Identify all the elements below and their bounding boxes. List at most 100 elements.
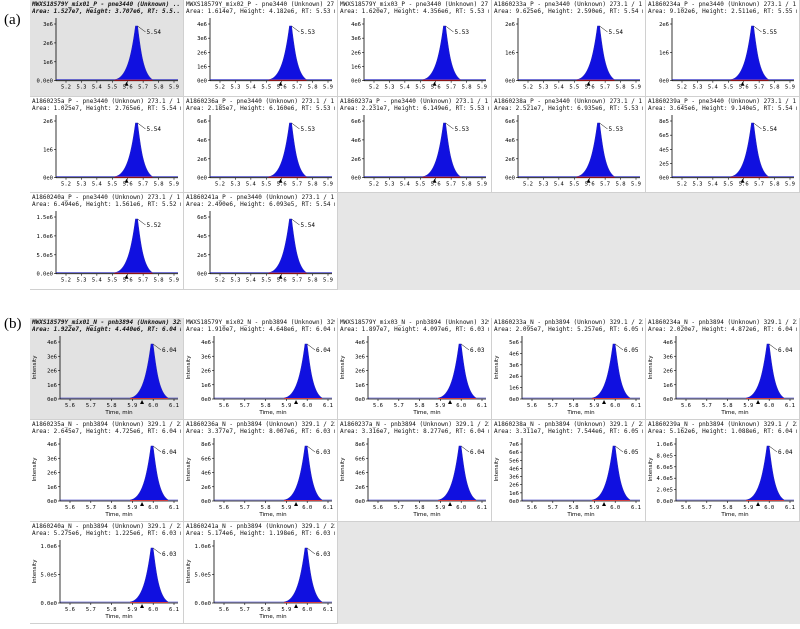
x-tick-label: 5.3 (692, 181, 702, 187)
chromatogram-cell[interactable]: A1860233a_P - pne3440 (Unknown) 273.1 / … (492, 0, 646, 97)
x-tick-label: 5.2 (215, 278, 225, 284)
y-tick-label: 0e0 (197, 79, 207, 85)
chromatogram-plot: 2e6 1e6 0e0 5.2 5.3 5.4 5.5 5.6 5.7 5.8 5.9 5.54 (505, 18, 641, 91)
cell-title: A1860240a_N - pnb3894 (Unknown) 329.1 / … (32, 523, 181, 530)
rt-label: 6.03 (470, 347, 485, 354)
x-tick-label: 6.0 (764, 505, 774, 511)
rt-marker-icon (432, 178, 437, 183)
y-tick-label: 1e6 (509, 386, 519, 392)
chromatogram-cell[interactable]: A1860236a_N - pnb3894 (Unknown) 329.1 / … (184, 420, 338, 522)
chromatogram-cell[interactable]: MWXS18579Y_mix01_N - pnb3894 (Unknown) 3… (30, 318, 184, 420)
chromatogram-cell[interactable]: A1860233a_N - pnb3894 (Unknown) 329.1 / … (492, 318, 646, 420)
x-tick-label: 5.2 (677, 181, 687, 187)
chromatogram-cell[interactable]: A1860241a_N - pnb3894 (Unknown) 329.1 / … (184, 522, 338, 624)
rt-leader (306, 547, 316, 555)
y-tick-label: 1e6 (47, 485, 57, 491)
chromatogram-cell[interactable]: A1860239a_N - pnb3894 (Unknown) 329.1 / … (646, 420, 800, 522)
chromatogram-plot: 4e6 3e6 2e6 1e6 0e0 5.6 5.7 5.8 5.9 6.0 6.1 6.04 Int… (32, 438, 179, 518)
chromatogram-plot: 4e6 3e6 2e6 1e6 0e0 5.6 5.7 5.8 5.9 6.0 6.1 6.04 Int… (186, 336, 333, 416)
x-tick-label: 5.8 (107, 403, 117, 409)
x-tick-label: 5.9 (323, 278, 333, 284)
x-tick-label: 5.6 (681, 403, 691, 409)
rt-label: 6.04 (316, 347, 331, 354)
chromatogram-cell[interactable]: A1860238a_P - pne3440 (Unknown) 273.1 / … (492, 96, 646, 194)
x-tick-label: 5.9 (785, 181, 795, 187)
y-tick-label: 7e6 (509, 442, 519, 448)
rt-marker-icon (756, 400, 761, 404)
y-tick-label: 3e6 (201, 354, 211, 360)
chromatogram-cell[interactable]: A1860240a_P - pne3440 (Unknown) 273.1 / … (30, 193, 184, 291)
chromatogram-plot: 4e6 3e6 2e6 1e6 0e0 5.6 5.7 5.8 5.9 6.0 6.1 6.04 Int… (648, 336, 795, 416)
rt-marker-icon (294, 502, 299, 506)
chromatogram-cell[interactable]: A1860237a_P - pne3440 (Unknown) 273.1 / … (338, 96, 492, 194)
chromatogram-plot: 1.0e6 5.0e5 0.0e0 5.6 5.7 5.8 5.9 6.0 6.1 6.03 Int… (32, 540, 179, 620)
peak-area (672, 25, 794, 80)
y-tick-label: 6e6 (355, 456, 365, 462)
chromatogram-cell[interactable]: MWXS18579Y_mix02_N - pnb3894 (Unknown) 3… (184, 318, 338, 420)
chromatogram-cell[interactable]: A1860237a_N - pnb3894 (Unknown) 329.1 / … (338, 420, 492, 522)
chromatogram-cell[interactable]: A1860235a_P - pne3440 (Unknown) 273.1 / … (30, 96, 184, 194)
y-tick-label: 1.0e6 (656, 442, 673, 448)
chromatogram-cell[interactable]: A1860238a_N - pnb3894 (Unknown) 329.1 / … (492, 420, 646, 522)
rt-marker-icon (448, 400, 453, 404)
x-tick-label: 5.3 (230, 85, 240, 91)
x-tick-label: 6.1 (631, 505, 641, 511)
chromatogram-cell[interactable]: MWXS18579Y_mix01_P - pne3440 (Unknown) .… (30, 0, 184, 97)
rt-label: 5.53 (301, 29, 316, 36)
rt-leader (753, 25, 762, 33)
y-tick-label: 2e6 (47, 471, 57, 477)
y-tick-label: 2e6 (47, 369, 57, 375)
y-tick-label: 1.5e6 (36, 215, 53, 221)
x-tick-label: 5.5 (107, 278, 117, 284)
cell-stats: Area: 6.494e6, Height: 1.561e6, RT: 5.52… (32, 201, 181, 209)
chromatogram-cell[interactable]: A1860234a_N - pnb3894 (Unknown) 329.1 / … (646, 318, 800, 420)
x-tick-label: 5.4 (708, 85, 719, 91)
chromatogram-plot: 8e6 6e6 4e6 2e6 0e0 5.6 5.7 5.8 5.9 6.0 6.1 6.04 Int… (340, 438, 487, 518)
cell-stats: Area: 2.490e6, Height: 6.093e5, RT: 5.54… (186, 201, 335, 209)
y-tick-label: 2e6 (509, 483, 519, 489)
chromatogram-cell[interactable]: A1860240a_N - pnb3894 (Unknown) 329.1 / … (30, 522, 184, 624)
chromatogram-cell[interactable]: MWXS18579Y_mix03_P - pne3440 (Unknown) 2… (338, 0, 492, 97)
chromatogram-cell[interactable]: A1860235a_N - pnb3894 (Unknown) 329.1 / … (30, 420, 184, 522)
y-tick-label: 2e6 (201, 369, 211, 375)
chromatogram-cell[interactable]: A1860234a_P - pne3440 (Unknown) 273.1 / … (646, 0, 800, 97)
cell-stats: Area: 2.521e7, Height: 6.935e6, RT: 5.53… (494, 104, 643, 112)
x-tick-label: 5.7 (86, 607, 96, 613)
chromatogram-cell[interactable]: MWXS18579Y_mix02_P - pne3440 (Unknown) 2… (184, 0, 338, 97)
x-tick-label: 6.0 (148, 403, 158, 409)
cell-stats: Area: 2.095e7, Height: 5.257e6, RT: 6.05… (494, 326, 643, 333)
x-tick-label: 5.7 (292, 181, 302, 187)
x-tick-label: 5.5 (415, 181, 425, 187)
cell-stats: Area: 3.316e7, Height: 8.277e6, RT: 6.04… (340, 428, 489, 435)
x-tick-label: 5.9 (169, 181, 179, 187)
cell-title: A1860233a_N - pnb3894 (Unknown) 329.1 / … (494, 319, 643, 326)
x-tick-label: 5.8 (770, 181, 780, 187)
y-axis-title: Intensity (186, 457, 192, 482)
rt-marker-icon (602, 400, 607, 404)
chromatogram-cell[interactable]: MWXS18579Y_mix03_N - pnb3894 (Unknown) 3… (338, 318, 492, 420)
x-tick-label: 5.4 (246, 278, 257, 284)
x-tick-label: 5.3 (230, 181, 240, 187)
chromatogram-cell[interactable]: A1860239a_P - pne3440 (Unknown) 273.1 / … (646, 96, 800, 194)
rt-leader (614, 343, 624, 351)
panel-a-grid: MWXS18579Y_mix01_P - pne3440 (Unknown) .… (30, 0, 800, 291)
x-tick-label: 5.7 (292, 278, 302, 284)
chromatogram-cell[interactable]: A1860236a_P - pne3440 (Unknown) 273.1 / … (184, 96, 338, 194)
y-tick-label: 4e6 (663, 340, 673, 346)
y-tick-label: 6e6 (197, 119, 207, 125)
x-tick-label: 5.7 (292, 85, 302, 91)
x-tick-label: 5.9 (477, 181, 487, 187)
chromatogram-plot: 4e6 3e6 2e6 1e6 0e0 5.2 5.3 5.4 5.5 5.6 5.7 5.8 5.9 5… (197, 18, 333, 91)
y-tick-label: 1e6 (197, 65, 207, 71)
rt-marker-icon (602, 502, 607, 506)
x-tick-label: 5.8 (415, 505, 425, 511)
cell-title: A1860239a_N - pnb3894 (Unknown) 329.1 / … (648, 421, 797, 428)
rt-leader (599, 25, 608, 33)
x-tick-label: 5.8 (261, 607, 271, 613)
x-tick-label: 5.6 (123, 85, 133, 91)
x-tick-label: 5.3 (538, 181, 548, 187)
chromatogram-cell[interactable]: A1860241a_P - pne3440 (Unknown) 273.1 / … (184, 193, 338, 291)
x-tick-label: 6.0 (302, 607, 312, 613)
rt-label: 6.04 (778, 347, 793, 354)
rt-label: 5.52 (147, 222, 162, 229)
